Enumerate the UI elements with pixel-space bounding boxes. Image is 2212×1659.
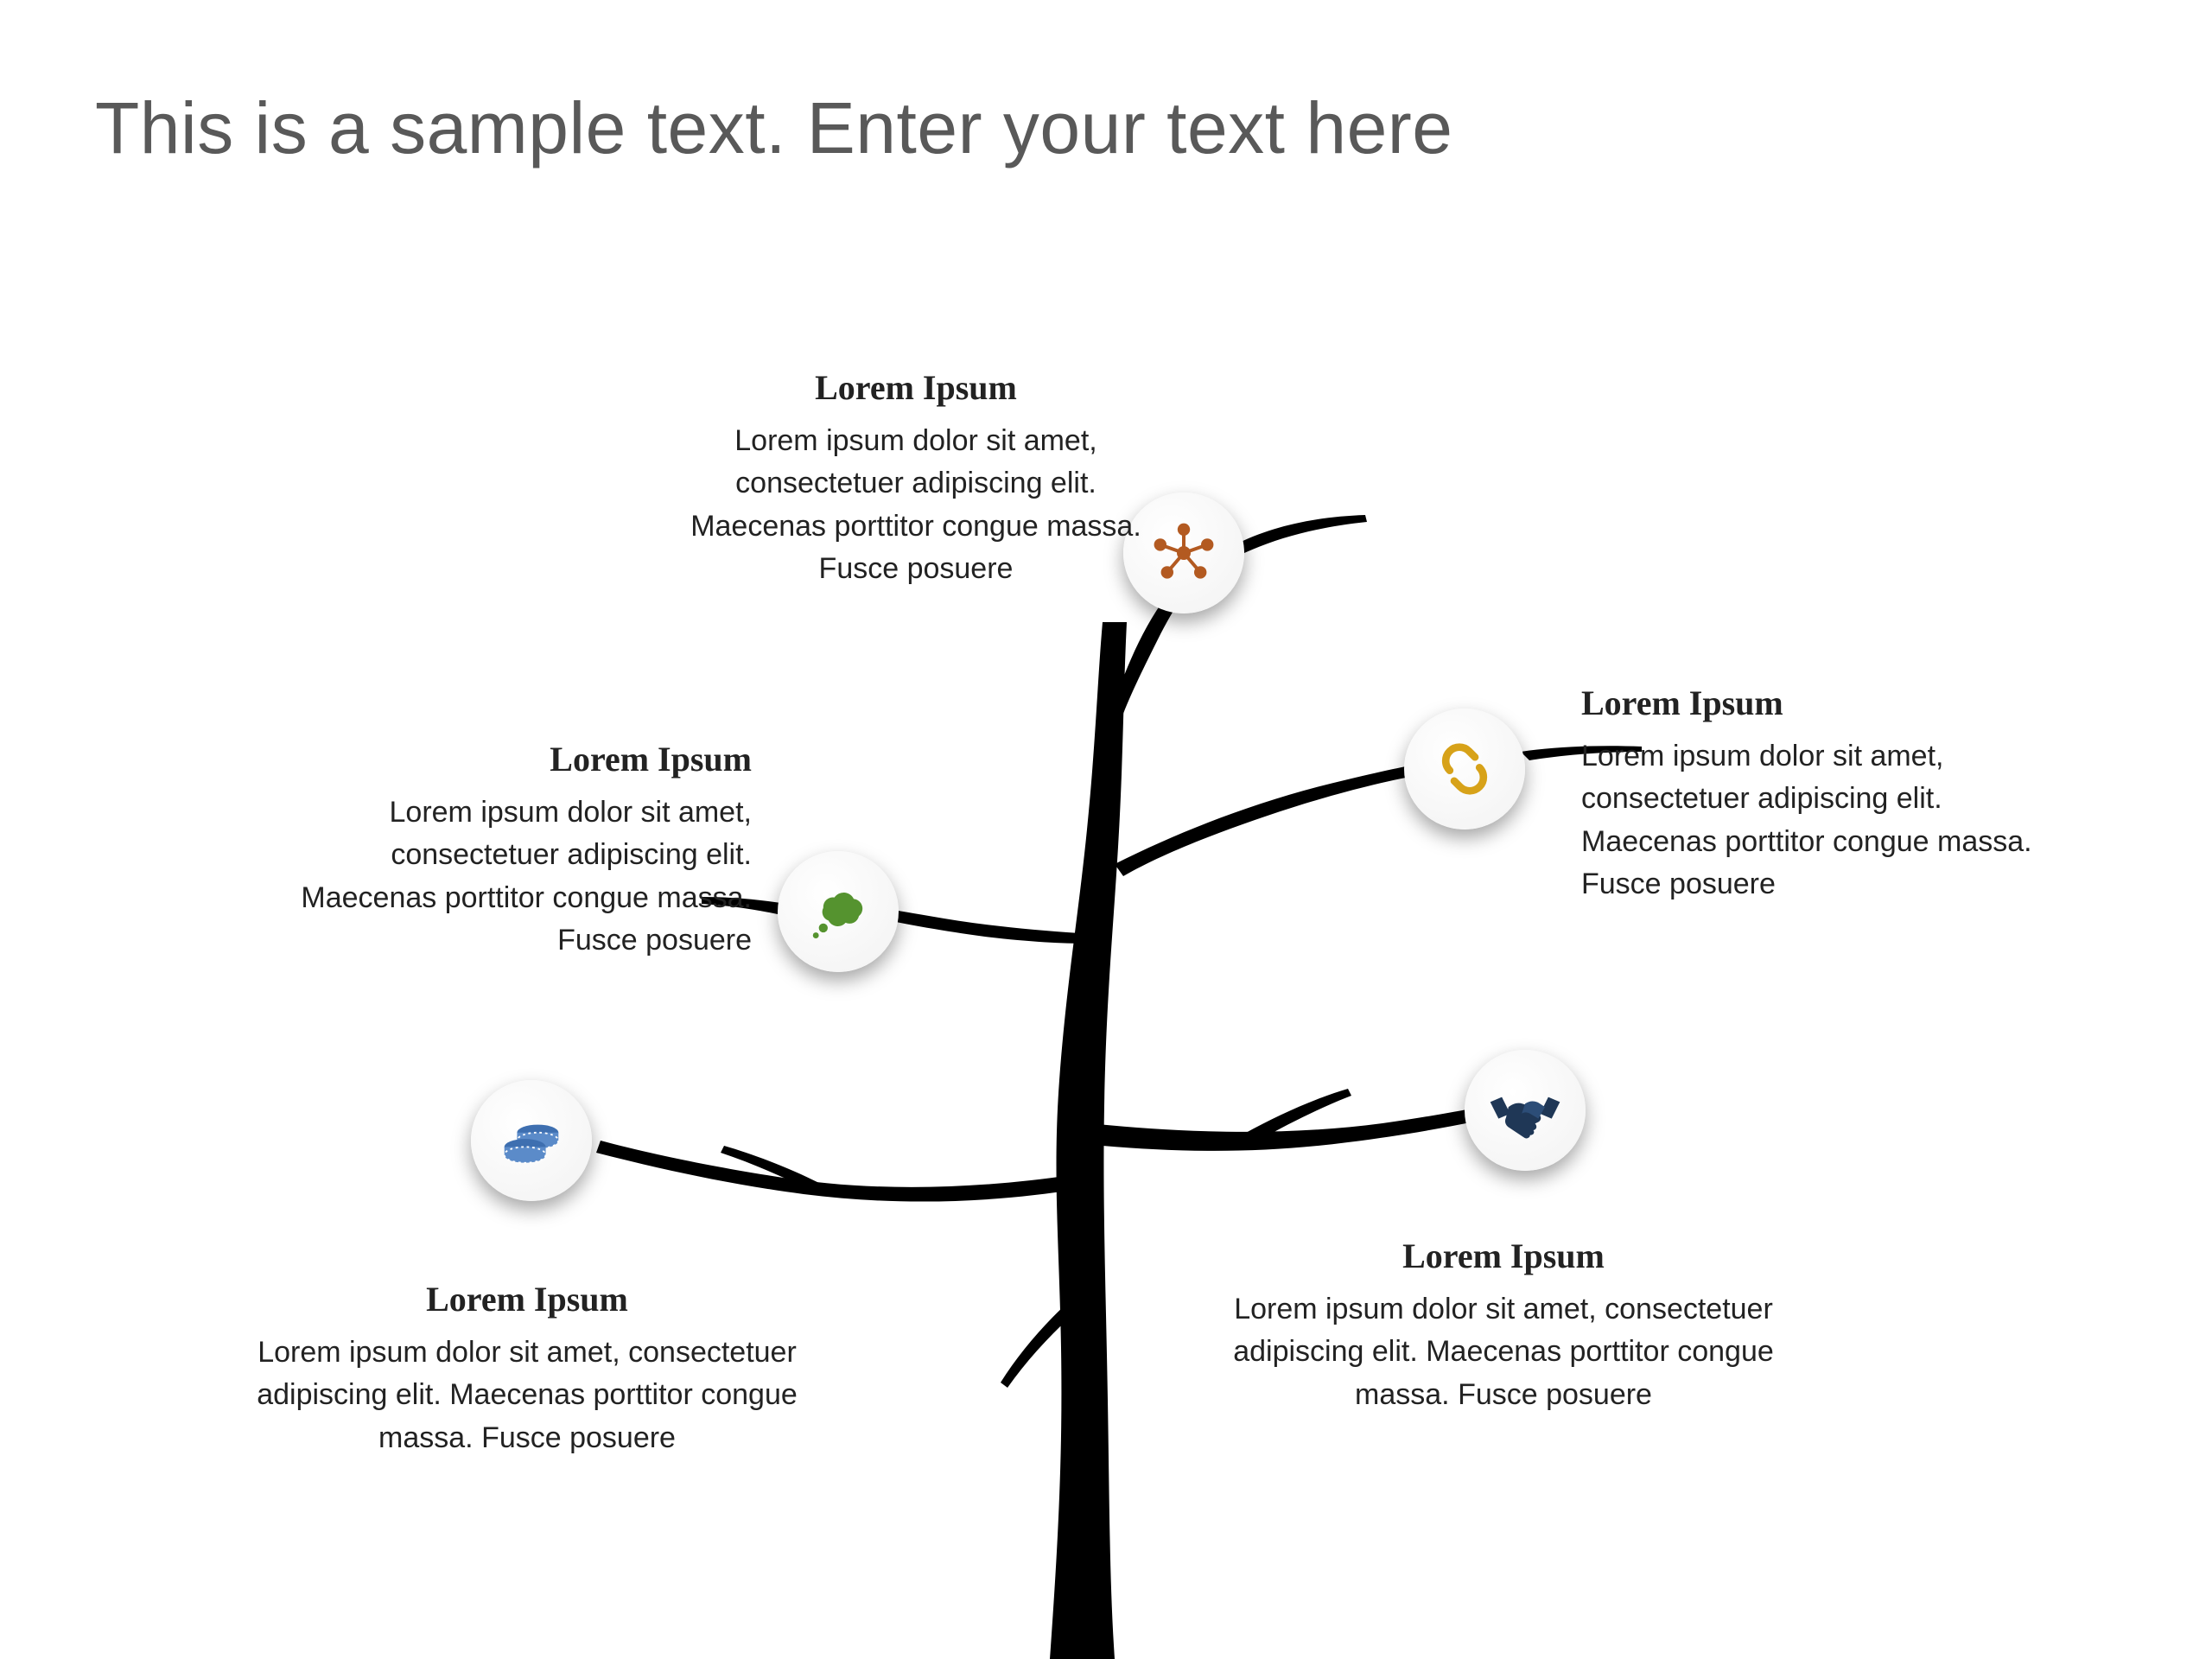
body-left-lower: Lorem ipsum dolor sit amet, consectetuer… bbox=[233, 1332, 821, 1459]
heading-right-upper: Lorem Ipsum bbox=[1581, 683, 2065, 723]
text-left-upper: Lorem Ipsum Lorem ipsum dolor sit amet, … bbox=[268, 739, 752, 962]
text-left-lower: Lorem Ipsum Lorem ipsum dolor sit amet, … bbox=[233, 1279, 821, 1459]
body-right-upper: Lorem ipsum dolor sit amet, consectetuer… bbox=[1581, 735, 2065, 906]
link-icon bbox=[1427, 732, 1502, 806]
body-right-lower: Lorem ipsum dolor sit amet, consectetuer… bbox=[1192, 1288, 1815, 1416]
heading-left-upper: Lorem Ipsum bbox=[268, 739, 752, 779]
heading-top: Lorem Ipsum bbox=[665, 367, 1166, 408]
node-left-lower bbox=[471, 1080, 592, 1201]
thought-icon bbox=[801, 874, 875, 949]
text-top: Lorem Ipsum Lorem ipsum dolor sit amet, … bbox=[665, 367, 1166, 590]
body-left-upper: Lorem ipsum dolor sit amet, consectetuer… bbox=[268, 791, 752, 962]
text-right-upper: Lorem Ipsum Lorem ipsum dolor sit amet, … bbox=[1581, 683, 2065, 906]
heading-right-lower: Lorem Ipsum bbox=[1192, 1236, 1815, 1276]
coins-icon bbox=[492, 1101, 571, 1180]
slide: This is a sample text. Enter your text h… bbox=[0, 0, 2212, 1659]
node-right-lower bbox=[1465, 1050, 1586, 1171]
body-top: Lorem ipsum dolor sit amet, consectetuer… bbox=[665, 420, 1166, 590]
handshake-icon bbox=[1484, 1069, 1567, 1152]
text-right-lower: Lorem Ipsum Lorem ipsum dolor sit amet, … bbox=[1192, 1236, 1815, 1416]
node-left-upper bbox=[778, 851, 899, 972]
node-right-upper bbox=[1404, 709, 1525, 830]
heading-left-lower: Lorem Ipsum bbox=[233, 1279, 821, 1319]
